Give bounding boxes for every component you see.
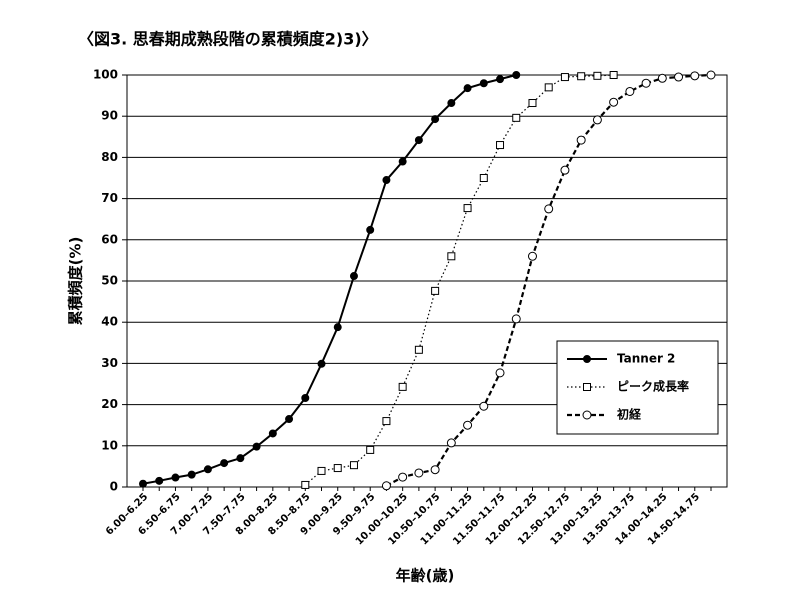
marker (657, 73, 667, 83)
marker (479, 401, 489, 411)
y-tick-label: 40 (101, 315, 118, 329)
marker (528, 99, 537, 108)
marker (398, 472, 408, 482)
marker (511, 314, 521, 324)
marker (463, 204, 472, 213)
marker (414, 345, 423, 354)
marker (301, 394, 310, 403)
marker (430, 465, 440, 475)
y-tick-label: 20 (101, 397, 118, 411)
y-tick-label: 70 (101, 191, 118, 205)
marker (593, 71, 602, 80)
x-axis-label: 年齢(歳) (396, 567, 455, 585)
marker (301, 480, 310, 489)
marker (463, 420, 473, 430)
marker (366, 445, 375, 454)
marker (252, 442, 261, 451)
legend-label: Tanner 2 (617, 352, 675, 366)
marker (414, 136, 423, 145)
marker (398, 382, 407, 391)
marker (333, 464, 342, 473)
marker (582, 410, 592, 420)
series-line (142, 74, 517, 485)
y-tick-label: 80 (101, 150, 118, 164)
marker (512, 113, 521, 122)
marker (187, 470, 196, 479)
marker (641, 78, 651, 88)
marker (171, 473, 180, 482)
y-axis-label: 累積頻度(%) (67, 237, 85, 326)
marker (495, 368, 505, 378)
marker (349, 461, 358, 470)
y-tick-label: 50 (101, 274, 118, 288)
marker (625, 86, 635, 96)
plot-frame (126, 74, 728, 488)
y-tick-label: 30 (101, 356, 118, 370)
marker (706, 70, 716, 80)
y-tick-label: 10 (101, 438, 118, 452)
marker (155, 476, 164, 485)
chart-title: 〈図3. 思春期成熟段階の累積頻度2)3)〉 (78, 30, 378, 49)
marker (609, 71, 618, 79)
marker (544, 83, 553, 92)
marker (333, 323, 342, 332)
marker (398, 157, 407, 166)
marker (609, 97, 619, 107)
marker (285, 415, 294, 424)
marker (317, 466, 326, 475)
marker (560, 165, 570, 175)
marker (576, 135, 586, 145)
marker (203, 465, 212, 474)
marker (560, 73, 569, 82)
marker (220, 459, 229, 468)
marker (382, 417, 391, 426)
marker (236, 454, 245, 463)
marker (527, 251, 537, 261)
marker (366, 225, 375, 234)
marker (382, 176, 391, 185)
marker (414, 468, 424, 478)
marker (544, 204, 554, 214)
marker (317, 359, 326, 368)
marker (431, 286, 440, 295)
marker (583, 355, 591, 363)
marker (496, 75, 505, 84)
marker (512, 71, 521, 79)
marker (446, 438, 456, 448)
y-tick-label: 60 (101, 232, 118, 246)
marker (479, 174, 488, 182)
marker (139, 479, 147, 488)
marker (349, 272, 358, 281)
marker (447, 252, 456, 261)
marker (496, 141, 505, 150)
marker (268, 429, 277, 438)
marker (583, 383, 591, 391)
marker (592, 115, 602, 125)
marker (674, 72, 684, 82)
marker (463, 84, 472, 93)
y-tick-label: 100 (93, 68, 118, 82)
marker (577, 72, 586, 81)
y-tick-label: 0 (110, 480, 118, 494)
marker (431, 115, 440, 124)
legend-label: 初経 (617, 407, 642, 422)
marker (447, 99, 456, 108)
legend-label: ピーク成長率 (617, 379, 689, 394)
marker (381, 481, 391, 491)
y-tick-label: 90 (101, 109, 118, 123)
marker (479, 79, 488, 88)
marker (690, 71, 700, 81)
